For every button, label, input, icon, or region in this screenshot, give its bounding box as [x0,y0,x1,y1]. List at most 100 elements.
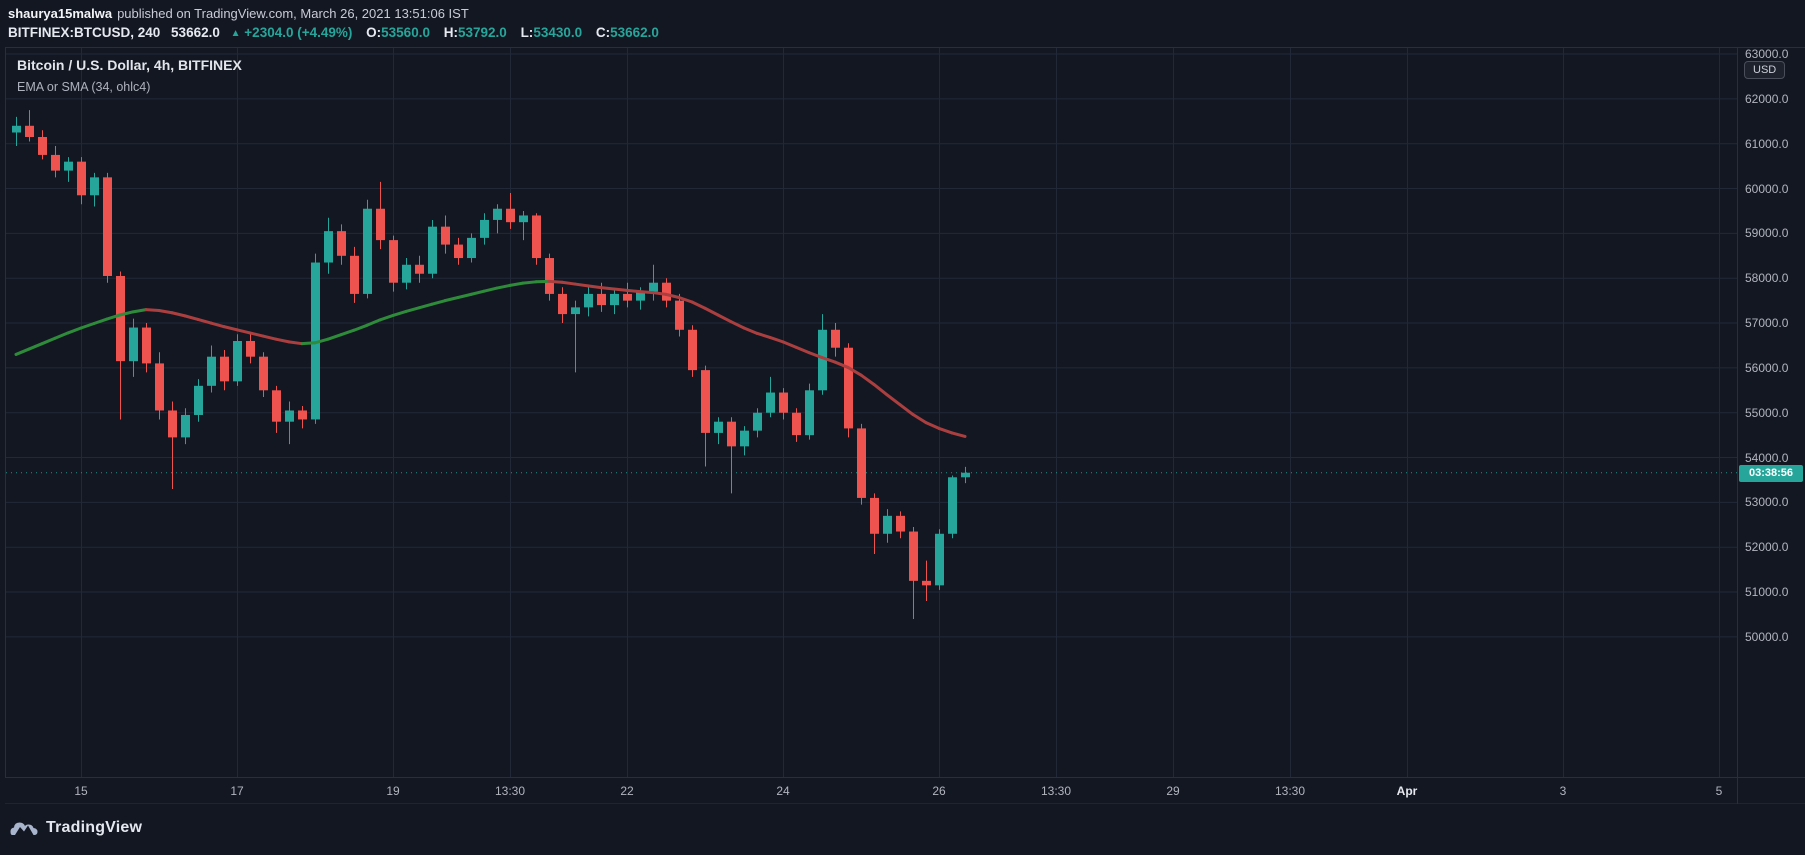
chart-plot[interactable]: Bitcoin / U.S. Dollar, 4h, BITFINEX EMA … [6,48,1737,777]
price-tick-label: 62000.0 [1745,91,1789,106]
low-label: L: [520,25,534,40]
open-value: 53560.0 [381,25,430,40]
ma-line-segment [625,288,642,294]
candle-body [883,515,892,534]
publish-info: published on TradingView.com, March 26, … [117,6,469,21]
candle-body [194,385,203,415]
ma-line-segment [66,326,83,335]
ma-line-segment [573,282,590,288]
ma-line-segment [651,291,668,296]
candle-body [90,177,99,196]
candlestick-chart[interactable] [6,48,1737,777]
candle-body [428,226,437,274]
price-tick-label: 60000.0 [1745,181,1789,196]
price-tick-label: 53000.0 [1745,495,1789,510]
time-tick-label: 26 [932,784,946,798]
ma-line-segment [820,356,837,364]
candle-body [636,291,645,301]
candle-body [922,580,931,586]
candle-body [142,327,151,364]
ma-line-segment [144,308,161,313]
candle-body [662,282,671,301]
ma-line-segment [287,340,304,346]
candle-body [805,390,814,436]
candle-body [168,410,177,438]
chart-legend: Bitcoin / U.S. Dollar, 4h, BITFINEX EMA … [17,57,242,94]
ma-line-segment [443,296,460,303]
author-name[interactable]: shaurya15malwa [8,6,113,21]
last-price: 53662.0 [171,25,220,40]
candle-body [948,477,957,534]
candle-body [649,282,658,292]
candle-body [532,215,541,259]
candle-body [584,293,593,308]
candle-body [25,125,34,137]
ma-line-segment [911,413,928,425]
brand-name: TradingView [46,819,143,836]
price-change: +2304.0 (+4.49%) [244,25,353,40]
ma-line-segment [703,306,720,317]
chart-frame-line [5,47,1805,48]
price-tick-label: 57000.0 [1745,316,1789,331]
ma-line-segment [339,328,356,337]
ma-line-segment [794,345,811,355]
candle-body [272,390,281,422]
candle-body [857,428,866,498]
ma-line-segment [313,337,330,345]
candle-body [792,412,801,436]
open-label: O: [366,25,382,40]
ma-line-segment [768,335,785,344]
time-axis[interactable]: 15 17 19 13:30 22 24 26 13:30 29 13:30 Apr 3 5 [6,778,1737,803]
candle-body [363,208,372,294]
candle-body [597,293,606,306]
ma-line-segment [716,313,733,324]
price-axis[interactable]: USD 03:38:56 63000.0 62000.0 61000.0 60000.… [1738,47,1805,804]
price-tick-label: 63000.0 [1745,47,1789,62]
candle-body [129,327,138,362]
candle-body [285,410,294,422]
price-tick-label: 58000.0 [1745,271,1789,286]
ma-line-segment [183,314,200,321]
ma-line-segment [261,334,278,341]
ma-line-segment [105,313,122,321]
ma-line-segment [235,328,252,335]
ma-line-segment [170,311,187,318]
ma-line-segment [196,317,213,325]
ma-line-segment [508,281,525,287]
candle-body [298,410,307,420]
ma-line-segment [300,341,317,346]
ma-line-segment [859,373,876,386]
symbol-bar: BITFINEX:BTCUSD, 240 53662.0 ▲ +2304.0 (… [8,25,659,40]
ma-line-segment [274,337,291,344]
ma-line-segment [391,309,408,317]
candle-body [701,370,710,433]
ma-line-segment [482,286,499,293]
candle-body [51,154,60,171]
candle-body [935,533,944,586]
time-tick-label: 19 [386,784,400,798]
indicator-label[interactable]: EMA or SMA (34, ohlc4) [17,80,151,94]
candle-body [909,531,918,581]
candle-body [324,231,333,263]
tradingview-footer[interactable]: TradingView [10,818,142,838]
high-label: H: [443,25,458,40]
price-tick-label: 50000.0 [1745,629,1789,644]
ma-line-segment [599,286,616,291]
candle-body [896,515,905,532]
time-tick-label: 17 [230,784,244,798]
chart-title[interactable]: Bitcoin / U.S. Dollar, 4h, BITFINEX [17,57,242,73]
ma-line-segment [872,382,889,397]
candle-body [376,208,385,241]
candle-body [727,421,736,447]
tradingview-logo-icon [10,822,38,835]
ma-line-segment [404,306,421,313]
candle-body [155,363,164,411]
symbol-name[interactable]: BITFINEX:BTCUSD, 240 [8,25,161,40]
ma-line-segment [924,421,941,430]
candle-body [623,293,632,301]
ma-line-segment [547,279,564,284]
candle-body [246,340,255,357]
price-tick-label: 56000.0 [1745,360,1789,375]
ma-line-segment [664,292,681,300]
price-tick-label: 55000.0 [1745,405,1789,420]
